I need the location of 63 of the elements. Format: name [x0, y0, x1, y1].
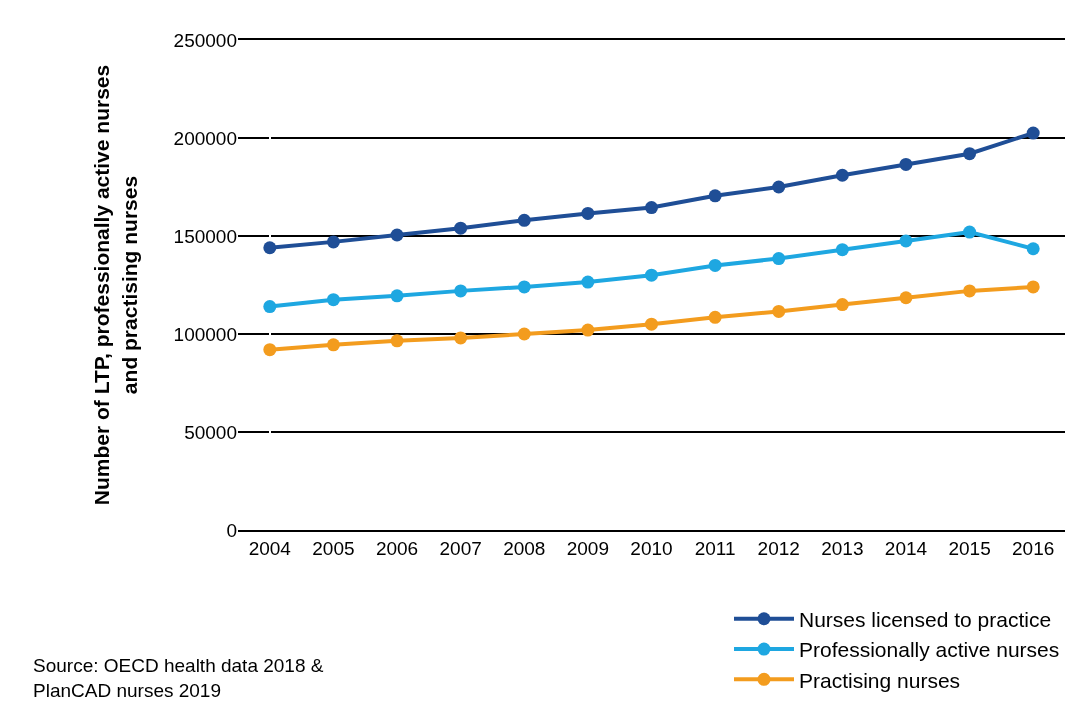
y-axis-title: Number of LTP, professionally active nurses and practising nurses: [90, 64, 141, 506]
x-tick-label: 2008: [503, 537, 546, 559]
point: [708, 189, 722, 203]
legend-label: Professionally active nurses: [799, 638, 1060, 662]
point: [963, 225, 977, 239]
point: [1026, 126, 1040, 140]
point: [835, 168, 849, 182]
point: [454, 221, 468, 235]
point: [835, 243, 849, 257]
point: [390, 334, 404, 348]
point: [517, 213, 531, 227]
point: [263, 343, 277, 357]
y-tick-label: 250000: [173, 29, 237, 51]
point: [517, 280, 531, 294]
x-tick-label: 2004: [248, 537, 292, 559]
y-tick-label: 200000: [173, 127, 237, 149]
x-tick-label: 2011: [694, 537, 736, 559]
point: [899, 291, 913, 305]
point: [645, 317, 658, 331]
point: [835, 298, 849, 312]
point: [454, 284, 468, 298]
y-tick-label: 0: [226, 519, 237, 541]
legend-label: Nurses licensed to practice: [799, 607, 1052, 631]
point: [1026, 242, 1040, 256]
point: [581, 275, 595, 289]
point: [899, 157, 913, 171]
x-tick-label: 2016: [1012, 537, 1055, 559]
point: [390, 289, 404, 303]
x-tick-label: 2012: [757, 537, 800, 559]
y-tick-label: 150000: [173, 225, 237, 247]
point: [772, 252, 786, 266]
y-tick-label: 100000: [173, 323, 237, 345]
point: [708, 258, 722, 272]
point: [1026, 280, 1040, 294]
point: [899, 234, 913, 248]
point: [326, 293, 340, 307]
point: [581, 206, 595, 220]
x-tick-label: 2010: [630, 537, 673, 559]
point: [326, 338, 340, 352]
point: [517, 327, 531, 341]
point: [581, 323, 595, 337]
point: [645, 268, 658, 282]
point: [645, 201, 658, 215]
point: [708, 310, 722, 324]
point: [772, 304, 786, 318]
point: [263, 241, 277, 255]
x-tick-label: 2009: [566, 537, 610, 559]
source-note: Source: OECD health data 2018 & PlanCAD nurses 2019: [33, 655, 324, 701]
x-tick-label: 2005: [312, 537, 355, 559]
point: [772, 180, 786, 194]
legend-label: Practising nurses: [799, 668, 961, 692]
x-tick-label: 2015: [948, 537, 991, 559]
point: [326, 235, 340, 249]
x-tick-label: 2013: [821, 537, 864, 559]
x-tick-label: 2006: [375, 537, 419, 559]
y-tick-label: 50000: [184, 421, 237, 443]
point: [263, 300, 277, 314]
point: [390, 228, 404, 242]
point: [454, 331, 468, 345]
x-tick-label: 2007: [439, 537, 482, 559]
point: [963, 284, 977, 298]
point: [963, 147, 977, 161]
x-tick-label: 2014: [884, 537, 928, 559]
